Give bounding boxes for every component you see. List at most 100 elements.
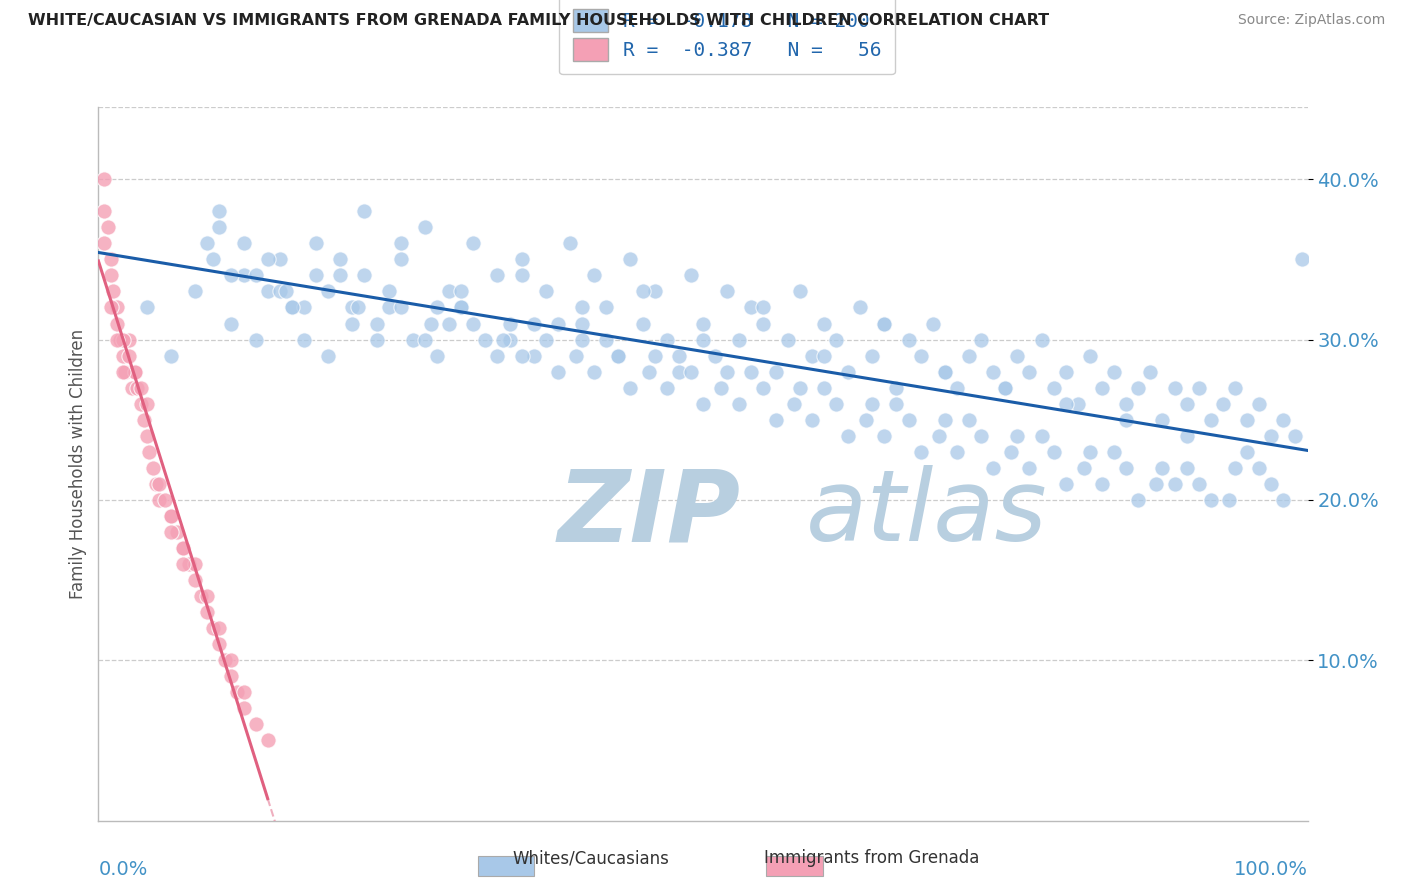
Text: 0.0%: 0.0%: [98, 860, 148, 879]
Point: [957, 349, 980, 363]
Legend: R =  -0.178   N = 200, R =  -0.387   N =   56: R = -0.178 N = 200, R = -0.387 N = 56: [560, 0, 896, 74]
Point: [1260, 476, 1282, 491]
Point: [1236, 413, 1258, 427]
Point: [124, 365, 146, 379]
Point: [160, 349, 183, 363]
Point: [145, 476, 167, 491]
Text: ZIP: ZIP: [558, 466, 741, 562]
Point: [716, 365, 738, 379]
Point: [619, 252, 641, 267]
Text: atlas: atlas: [806, 466, 1047, 562]
Point: [692, 317, 714, 331]
Point: [437, 317, 460, 331]
Point: [752, 301, 775, 315]
Point: [934, 413, 956, 427]
Point: [108, 333, 131, 347]
Point: [135, 429, 157, 443]
Point: [789, 285, 811, 299]
Point: [347, 301, 370, 315]
Point: [631, 317, 654, 331]
Point: [934, 365, 956, 379]
Point: [127, 381, 149, 395]
Point: [1152, 460, 1174, 475]
Point: [305, 236, 328, 251]
Point: [571, 301, 593, 315]
Point: [1000, 445, 1022, 459]
Point: [245, 333, 267, 347]
Point: [1260, 429, 1282, 443]
Point: [860, 397, 883, 411]
Point: [981, 460, 1004, 475]
Point: [1223, 381, 1246, 395]
Point: [121, 381, 143, 395]
Point: [184, 285, 207, 299]
Y-axis label: Family Households with Children: Family Households with Children: [69, 329, 87, 599]
Text: 100.0%: 100.0%: [1233, 860, 1308, 879]
Point: [129, 397, 152, 411]
Point: [1152, 413, 1174, 427]
Point: [571, 333, 593, 347]
Point: [172, 557, 194, 571]
Point: [1249, 397, 1271, 411]
Point: [498, 333, 520, 347]
Point: [389, 252, 412, 267]
Point: [195, 605, 218, 619]
Point: [710, 381, 733, 395]
Point: [232, 685, 254, 699]
Point: [837, 429, 859, 443]
Point: [946, 381, 969, 395]
Point: [855, 413, 877, 427]
Point: [486, 268, 509, 283]
Point: [179, 557, 201, 571]
Point: [934, 365, 956, 379]
Point: [208, 204, 231, 219]
Point: [910, 349, 932, 363]
Point: [105, 333, 128, 347]
Point: [637, 365, 659, 379]
Point: [172, 541, 194, 555]
Point: [752, 381, 775, 395]
Point: [1284, 429, 1306, 443]
Point: [353, 204, 375, 219]
Point: [692, 333, 714, 347]
Point: [281, 301, 304, 315]
Point: [704, 349, 727, 363]
Point: [607, 349, 630, 363]
Point: [450, 301, 472, 315]
Point: [202, 252, 225, 267]
Point: [595, 333, 617, 347]
Point: [668, 349, 690, 363]
Point: [970, 429, 993, 443]
Point: [221, 669, 243, 683]
Point: [583, 268, 606, 283]
Point: [111, 333, 134, 347]
Point: [1067, 397, 1090, 411]
Point: [463, 317, 485, 331]
Point: [679, 365, 702, 379]
Point: [1007, 429, 1029, 443]
Point: [138, 445, 160, 459]
Point: [776, 333, 799, 347]
Point: [232, 236, 254, 251]
Point: [281, 301, 304, 315]
Point: [728, 397, 751, 411]
Point: [825, 333, 848, 347]
Point: [1199, 413, 1222, 427]
Point: [957, 413, 980, 427]
Point: [160, 508, 183, 523]
Point: [226, 685, 249, 699]
Point: [1163, 476, 1185, 491]
Point: [190, 589, 212, 603]
Point: [142, 460, 165, 475]
Point: [873, 429, 896, 443]
Point: [426, 349, 449, 363]
Point: [1223, 460, 1246, 475]
Point: [1054, 397, 1077, 411]
Point: [1272, 413, 1295, 427]
Text: Whites/Caucasians: Whites/Caucasians: [512, 849, 669, 867]
Point: [486, 349, 509, 363]
Point: [221, 653, 243, 667]
Point: [474, 333, 496, 347]
Point: [292, 333, 315, 347]
Point: [1078, 349, 1101, 363]
